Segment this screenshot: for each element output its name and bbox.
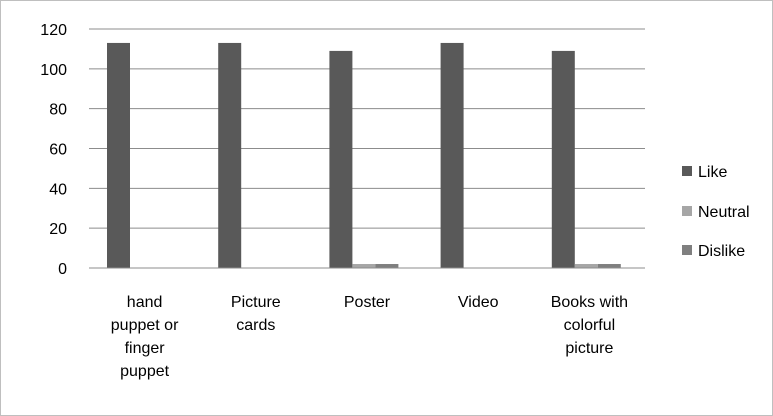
- bar-dislike-4: [597, 264, 621, 268]
- x-tick-label: Picture: [231, 294, 281, 311]
- legend: Like Neutral Dislike: [682, 164, 750, 260]
- x-tick-label: colorful: [564, 317, 616, 334]
- x-tick-label: puppet or: [111, 317, 179, 334]
- bar-neutral-2: [352, 264, 376, 268]
- x-tick-label: puppet: [120, 363, 169, 380]
- legend-label-neutral: Neutral: [698, 204, 750, 221]
- bar-like-4: [551, 50, 575, 269]
- x-axis-labels: hand puppet or finger puppet Picture cards Pos…: [111, 294, 628, 380]
- y-axis-ticks: 0 20 40 60 80 100 120: [40, 22, 67, 278]
- legend-swatch-like: [682, 166, 692, 176]
- y-tick-label: 60: [49, 142, 67, 159]
- x-tick-label: hand: [127, 294, 163, 311]
- bar-like-0: [107, 42, 130, 268]
- x-tick-label: finger: [125, 340, 166, 357]
- bar-like-3: [440, 42, 464, 268]
- x-tick-label: Books with: [551, 294, 628, 311]
- bar-dislike-2: [375, 264, 399, 268]
- bar-neutral-4: [574, 264, 598, 268]
- y-tick-label: 20: [49, 221, 67, 238]
- bar-like-2: [329, 50, 353, 269]
- legend-swatch-neutral: [682, 206, 692, 216]
- legend-label-dislike: Dislike: [698, 243, 745, 260]
- legend-label-like: Like: [698, 164, 727, 181]
- x-tick-label: cards: [236, 317, 275, 334]
- y-tick-label: 120: [40, 22, 67, 39]
- bars: [107, 42, 621, 269]
- x-tick-label: picture: [565, 340, 613, 357]
- y-tick-label: 40: [49, 181, 67, 198]
- y-tick-label: 80: [49, 102, 67, 119]
- bar-like-1: [218, 42, 242, 268]
- y-tick-label: 100: [40, 62, 67, 79]
- y-tick-label: 0: [58, 261, 67, 278]
- x-tick-label: Poster: [344, 294, 391, 311]
- x-tick-label: Video: [458, 294, 499, 311]
- legend-swatch-dislike: [682, 245, 692, 255]
